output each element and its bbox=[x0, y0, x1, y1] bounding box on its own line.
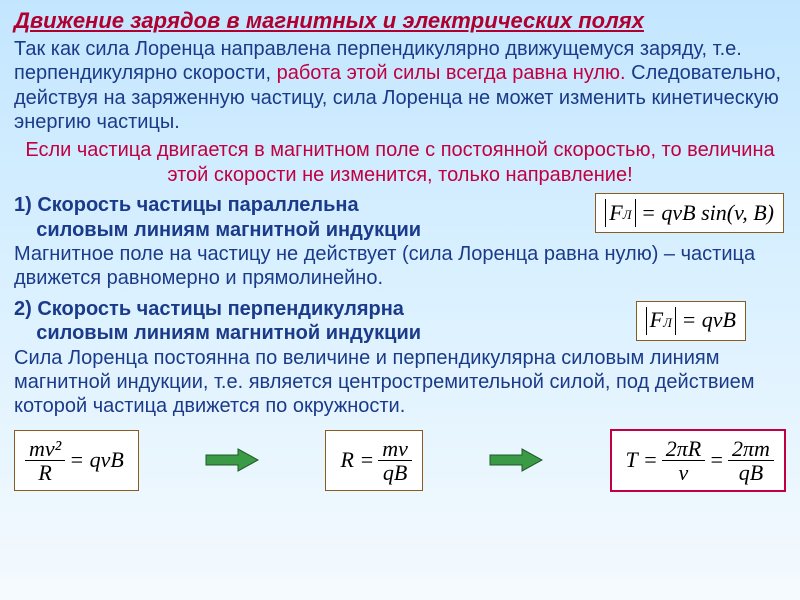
case2-formula-rhs: = qvB bbox=[676, 307, 736, 334]
note-paragraph: Если частица двигается в магнитном поле … bbox=[14, 138, 786, 187]
intro-highlight: работа этой силы всегда равна нулю. bbox=[277, 62, 626, 84]
case2-heading-line2: силовым линиям магнитной индукции bbox=[14, 322, 421, 344]
case1-heading-line2: силовым линиям магнитной индукции bbox=[14, 219, 421, 241]
case1-row: 1) Скорость частицы параллельна силовым … bbox=[14, 193, 786, 242]
case1-heading-line1: 1) Скорость частицы параллельна bbox=[14, 194, 359, 216]
case1-body: Магнитное поле на частицу не действует (… bbox=[14, 242, 786, 291]
arrow-right-icon bbox=[204, 446, 260, 474]
case2-row: 2) Скорость частицы перпендикулярна сило… bbox=[14, 297, 786, 346]
page-title: Движение зарядов в магнитных и электриче… bbox=[14, 8, 786, 35]
arrow-right-icon bbox=[488, 446, 544, 474]
formula-centripetal: mv²R = qvB bbox=[14, 430, 139, 491]
case1-formula-rhs: = qvB sin(v, B) bbox=[636, 200, 774, 227]
case2-formula-box: FЛ = qvB bbox=[636, 301, 746, 341]
formula-period: T = 2πRv = 2πmqB bbox=[610, 429, 786, 492]
case2-heading-line1: 2) Скорость частицы перпендикулярна bbox=[14, 298, 404, 320]
intro-paragraph: Так как сила Лоренца направлена перпенди… bbox=[14, 37, 786, 135]
case1-formula-box: FЛ = qvB sin(v, B) bbox=[595, 193, 784, 233]
case2-body: Сила Лоренца постоянна по величине и пер… bbox=[14, 346, 786, 419]
formula-radius: R = mvqB bbox=[325, 430, 422, 491]
abs-icon: FЛ bbox=[605, 199, 635, 227]
abs-icon: FЛ bbox=[646, 307, 676, 335]
bottom-formula-row: mv²R = qvB R = mvqB T = 2πRv = 2πmqB bbox=[14, 429, 786, 492]
